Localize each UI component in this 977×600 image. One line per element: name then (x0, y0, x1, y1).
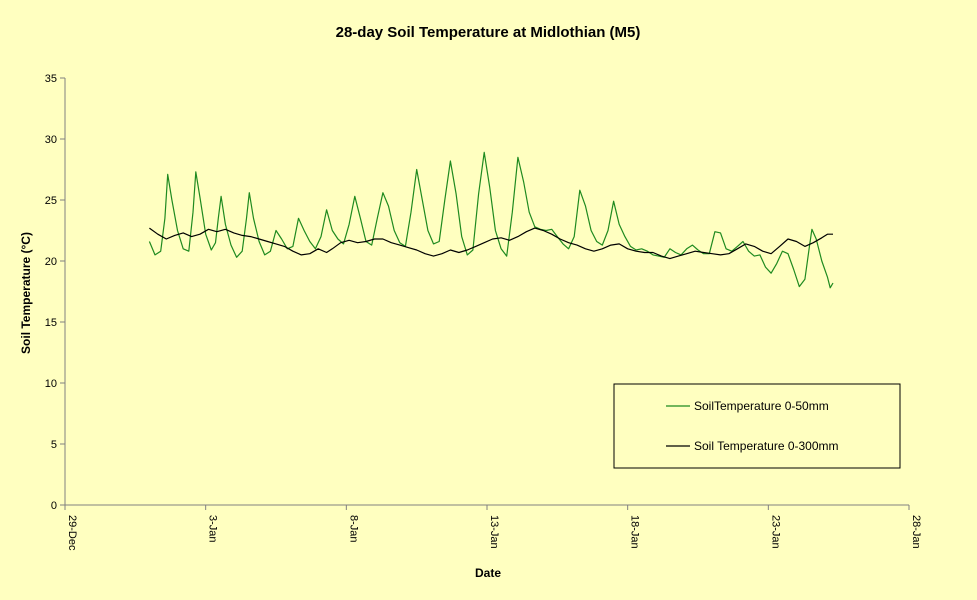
y-tick-label: 25 (45, 195, 57, 207)
y-tick-label: 5 (51, 439, 57, 451)
chart-title: 28-day Soil Temperature at Midlothian (M… (336, 24, 641, 41)
legend-box (613, 383, 901, 469)
series-lines (148, 151, 834, 289)
legend-label-deep: Soil Temperature 0-300mm (694, 439, 839, 453)
x-tick-label: 3-Jan (207, 515, 219, 543)
plot-area: 0 5 10 15 20 25 30 35 29-Dec 3-Jan 8-Jan 13-Jan 18-… (45, 73, 922, 551)
x-tick-label: 13-Jan (488, 515, 500, 549)
y-tick-label: 35 (45, 73, 57, 85)
y-tick-label: 0 (51, 500, 57, 512)
y-tick-label: 20 (45, 256, 57, 268)
legend: SoilTemperature 0-50mm Soil Temperature … (613, 383, 901, 469)
y-axis-ticks: 0 5 10 15 20 25 30 35 (45, 73, 65, 512)
x-tick-label: 28-Jan (910, 515, 922, 549)
x-axis-ticks: 29-Dec 3-Jan 8-Jan 13-Jan 18-Jan 23-Jan 28-Jan (64, 505, 922, 551)
x-tick-label: 8-Jan (347, 515, 359, 543)
legend-label-shallow: SoilTemperature 0-50mm (694, 399, 829, 413)
y-axis-label: Soil Temperature (°C) (19, 232, 33, 354)
x-tick-label: 23-Jan (769, 515, 781, 549)
y-tick-label: 10 (45, 378, 57, 390)
series-line-deep (149, 227, 833, 260)
y-tick-label: 30 (45, 134, 57, 146)
series-line-shallow (148, 151, 834, 289)
x-axis-label: Date (475, 566, 501, 580)
x-tick-label: 29-Dec (66, 515, 78, 551)
x-tick-label: 18-Jan (629, 515, 641, 549)
y-tick-label: 15 (45, 317, 57, 329)
